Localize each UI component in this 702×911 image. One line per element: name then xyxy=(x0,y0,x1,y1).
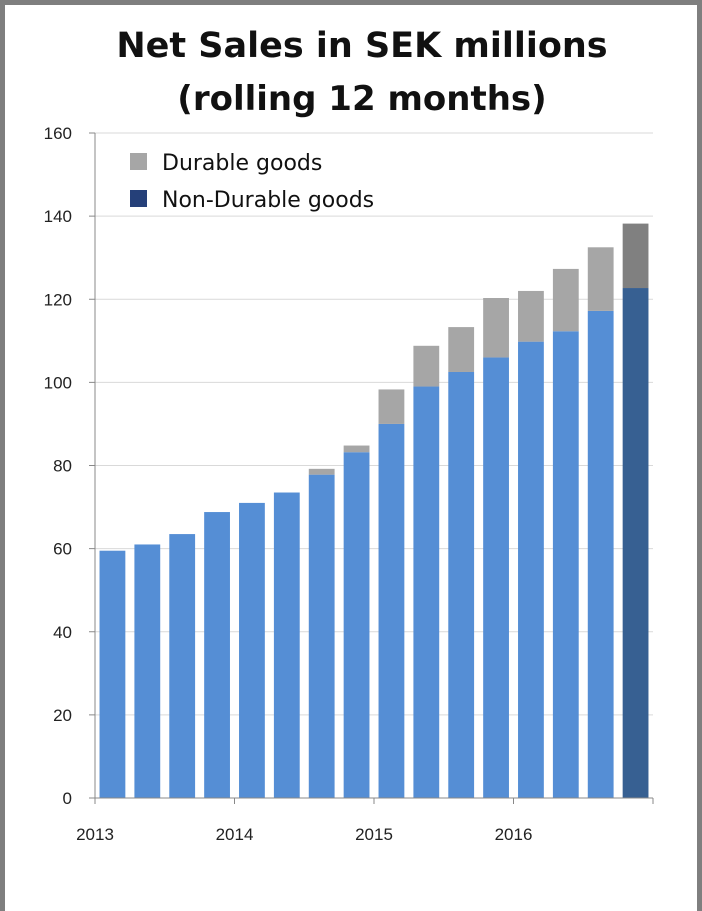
bar-durable xyxy=(587,247,614,311)
y-tick-label: 160 xyxy=(44,124,72,143)
bar-durable xyxy=(552,268,579,332)
bar-non-durable xyxy=(552,331,579,798)
chart-subtitle: (rolling 12 months) xyxy=(177,79,546,119)
x-axis: 2013 2014 2015 2016 xyxy=(76,797,654,844)
y-tick-label: 140 xyxy=(44,207,72,226)
bar-non-durable xyxy=(308,474,335,798)
bar-non-durable xyxy=(448,371,475,798)
legend-label: Non-Durable goods xyxy=(162,188,374,213)
bar-non-durable xyxy=(239,502,265,798)
bar-durable xyxy=(483,298,509,358)
x-tick-label: 2016 xyxy=(495,825,533,844)
bar-non-durable xyxy=(204,512,230,798)
y-axis: 0 20 40 60 80 100 120 140 160 xyxy=(44,124,96,808)
bars xyxy=(99,223,649,798)
x-tick-label: 2013 xyxy=(76,825,114,844)
bar-durable xyxy=(378,389,405,424)
bar-non-durable xyxy=(343,452,370,798)
bar-durable xyxy=(308,468,335,475)
bar-durable xyxy=(622,223,649,289)
y-tick-label: 20 xyxy=(53,706,72,725)
chart-title: Net Sales in SEK millions xyxy=(116,26,607,66)
x-tick-label: 2015 xyxy=(355,825,393,844)
legend-swatch xyxy=(130,153,147,170)
bar-non-durable xyxy=(134,544,161,798)
legend-swatch xyxy=(130,190,147,207)
bar-non-durable xyxy=(378,423,405,798)
bar-non-durable xyxy=(483,357,509,798)
bar-non-durable xyxy=(273,492,300,798)
bar-non-durable xyxy=(413,386,440,798)
legend: Durable goods Non-Durable goods xyxy=(130,151,374,213)
y-tick-label: 40 xyxy=(53,623,72,642)
bar-non-durable xyxy=(587,310,614,798)
legend-label: Durable goods xyxy=(162,151,322,176)
bar-non-durable xyxy=(622,288,649,798)
bar-non-durable xyxy=(99,550,126,798)
bar-non-durable xyxy=(169,534,196,798)
bar-non-durable xyxy=(518,341,544,798)
y-tick-label: 80 xyxy=(53,457,72,476)
y-tick-label: 0 xyxy=(63,789,72,808)
bar-durable xyxy=(343,445,370,453)
y-tick-label: 100 xyxy=(44,373,72,392)
bar-durable xyxy=(518,290,544,342)
y-tick-label: 60 xyxy=(53,540,72,559)
bar-durable xyxy=(448,327,475,372)
x-tick-label: 2014 xyxy=(216,825,254,844)
y-tick-label: 120 xyxy=(44,290,72,309)
bar-durable xyxy=(413,345,440,387)
